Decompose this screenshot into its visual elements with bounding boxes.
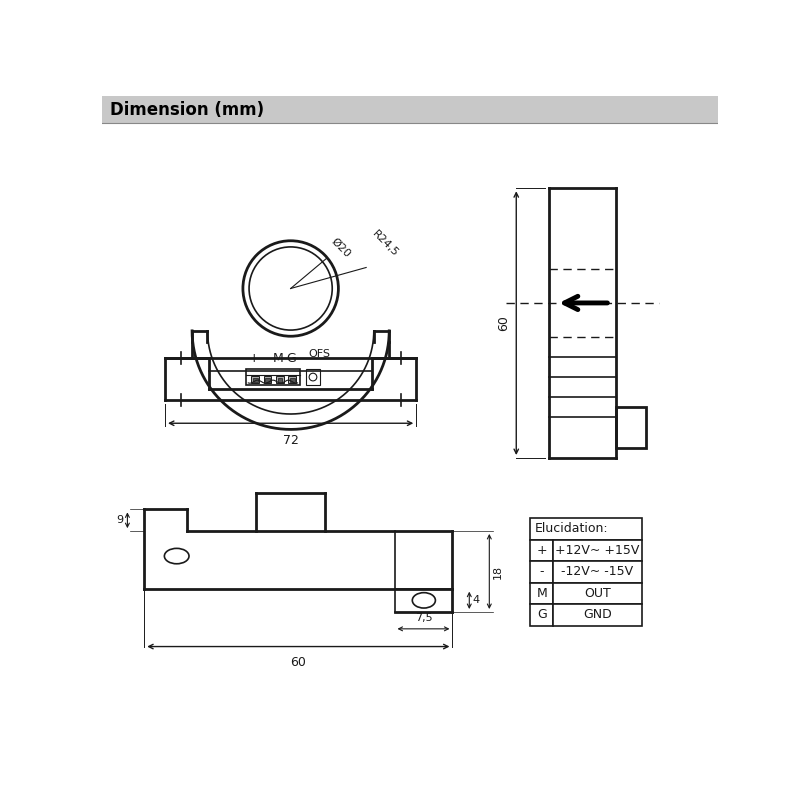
Text: 9: 9 [117,515,123,526]
Text: 7,5: 7,5 [414,613,432,622]
Text: -: - [264,352,268,365]
Bar [530,561,554,582]
Bar [276,376,284,383]
Bar [554,539,642,561]
Text: Ø20: Ø20 [330,236,353,259]
Text: M: M [536,587,547,600]
Text: Dimension (mm): Dimension (mm) [110,101,264,119]
Bar [266,378,270,382]
Bar [554,582,642,604]
Bar [253,378,258,382]
Ellipse shape [164,548,189,564]
Bar [554,604,642,626]
Ellipse shape [412,593,435,608]
Bar [530,604,554,626]
Bar [288,376,296,383]
Text: OUT: OUT [584,587,611,600]
Text: +: + [248,352,259,365]
Text: 60: 60 [290,656,306,669]
Text: OFS: OFS [308,349,330,358]
Text: -12V~ -15V: -12V~ -15V [562,566,634,578]
Bar [306,370,320,385]
Bar [102,96,718,123]
Bar [616,407,646,448]
Text: 72: 72 [282,434,298,447]
Bar [554,561,642,582]
Bar [251,376,259,383]
Text: -: - [539,566,544,578]
Text: M: M [273,352,284,365]
Bar [530,582,554,604]
Bar [278,378,282,382]
Text: GND: GND [583,609,612,622]
Text: 18: 18 [493,565,503,578]
Bar [264,376,271,383]
Text: R24,5: R24,5 [370,228,400,258]
Text: 60: 60 [497,315,510,331]
Text: +: + [536,544,547,557]
Bar [290,378,294,382]
Text: +12V~ +15V: +12V~ +15V [555,544,640,557]
Bar [530,518,642,539]
Text: Elucidation:: Elucidation: [534,522,608,535]
Text: 4: 4 [472,595,479,606]
Bar [246,370,300,385]
Bar [530,539,554,561]
Text: G: G [537,609,546,622]
Text: G: G [286,352,295,365]
